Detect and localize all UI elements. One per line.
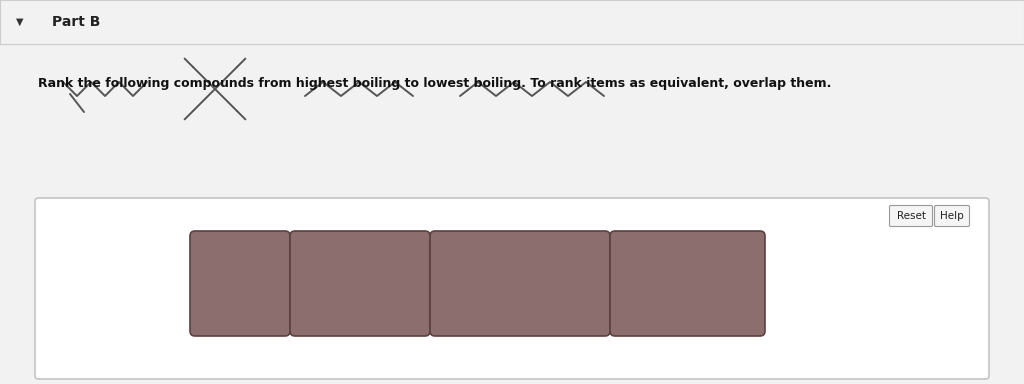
FancyBboxPatch shape [430, 231, 610, 336]
Text: Part B: Part B [52, 15, 100, 29]
Bar [0, 0, 1024, 44]
Text: Reset: Reset [896, 211, 926, 221]
FancyBboxPatch shape [610, 231, 765, 336]
FancyBboxPatch shape [290, 231, 430, 336]
FancyBboxPatch shape [935, 205, 970, 227]
FancyBboxPatch shape [190, 231, 290, 336]
FancyBboxPatch shape [35, 198, 989, 379]
Text: Help: Help [940, 211, 964, 221]
Text: Rank the following compounds from highest boiling to lowest boiling. To rank ite: Rank the following compounds from highes… [38, 78, 831, 91]
FancyBboxPatch shape [890, 205, 933, 227]
Text: ▼: ▼ [16, 17, 24, 27]
